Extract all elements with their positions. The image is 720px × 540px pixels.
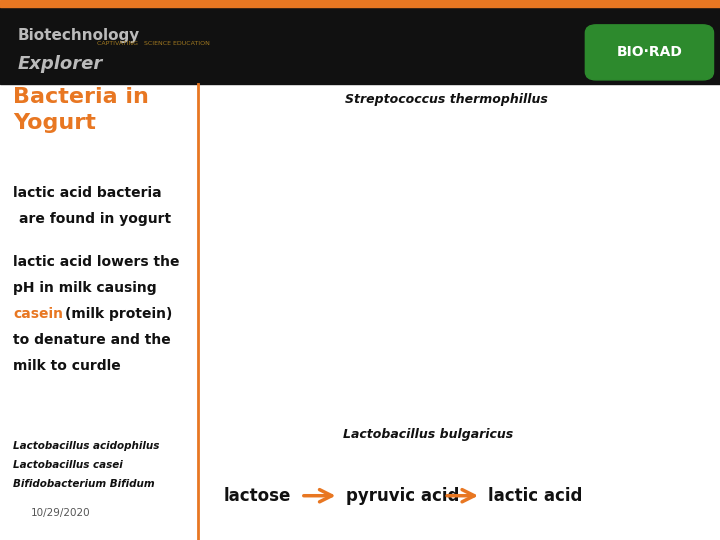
- Text: 10/29/2020: 10/29/2020: [31, 508, 91, 518]
- Text: are found in yogurt: are found in yogurt: [19, 212, 171, 226]
- Text: Biotechnology: Biotechnology: [18, 28, 140, 43]
- Text: Explorer: Explorer: [18, 55, 103, 72]
- Bar: [0, 7, 720, 84]
- Text: lactic acid bacteria: lactic acid bacteria: [13, 186, 161, 200]
- Text: pH in milk causing: pH in milk causing: [13, 281, 156, 295]
- Bar: [0, 0, 720, 7]
- Text: lactic acid: lactic acid: [488, 487, 582, 505]
- Text: Yogurt: Yogurt: [13, 113, 96, 133]
- Text: to denature and the: to denature and the: [13, 333, 171, 347]
- Text: Lactobacillus acidophilus: Lactobacillus acidophilus: [13, 441, 159, 451]
- Text: Bacteria in: Bacteria in: [13, 87, 149, 107]
- Text: CAPTIVATING   SCIENCE EDUCATION: CAPTIVATING SCIENCE EDUCATION: [97, 41, 210, 46]
- Text: Lactobacillus bulgaricus: Lactobacillus bulgaricus: [343, 428, 513, 441]
- Text: casein: casein: [13, 307, 63, 321]
- Text: pyruvic acid: pyruvic acid: [346, 487, 459, 505]
- Text: milk to curdle: milk to curdle: [13, 359, 121, 373]
- FancyBboxPatch shape: [585, 25, 714, 80]
- Text: lactose: lactose: [223, 487, 291, 505]
- Text: Lactobacillus casei: Lactobacillus casei: [13, 460, 122, 470]
- Text: (milk protein): (milk protein): [65, 307, 172, 321]
- Text: Streptococcus thermophillus: Streptococcus thermophillus: [345, 93, 548, 106]
- Text: Bifidobacterium Bifidum: Bifidobacterium Bifidum: [13, 479, 155, 489]
- Text: BIO·RAD: BIO·RAD: [616, 45, 683, 59]
- Text: lactic acid lowers the: lactic acid lowers the: [13, 255, 179, 269]
